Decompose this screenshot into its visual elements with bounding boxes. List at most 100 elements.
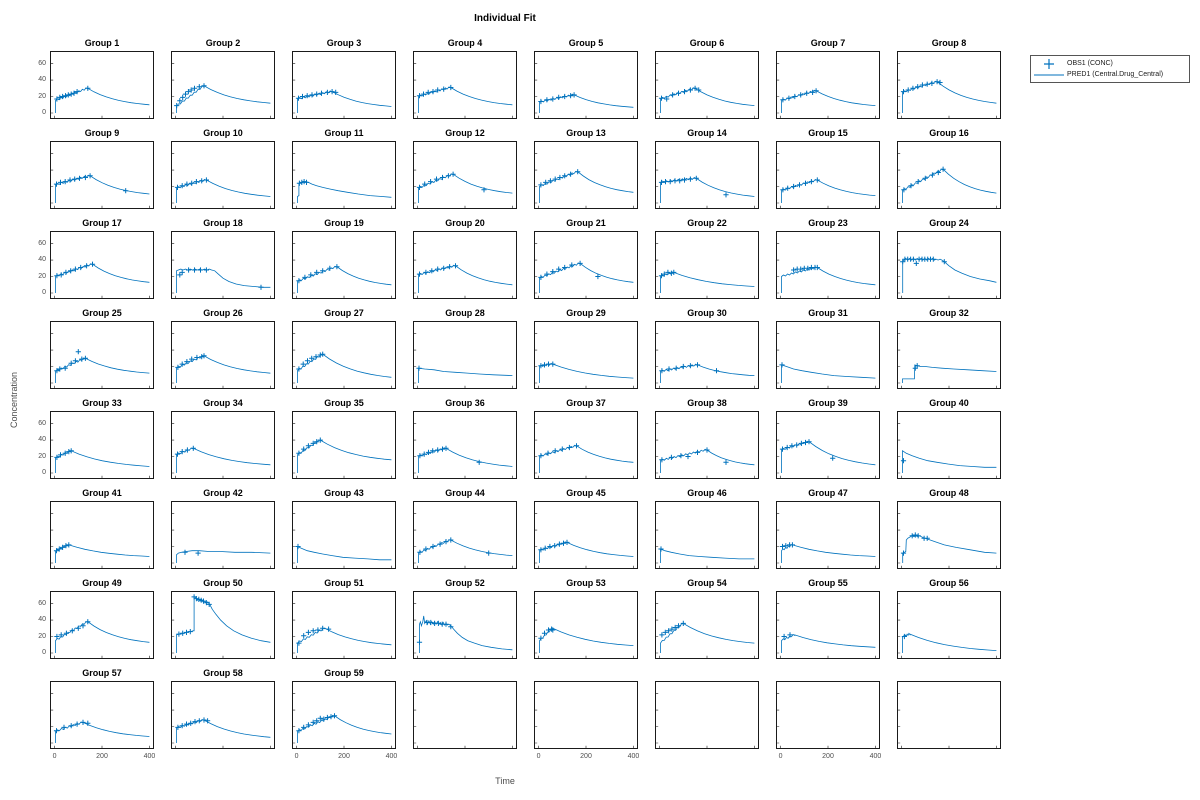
subplot-group-57: Group 57 xyxy=(50,668,154,749)
obs-markers xyxy=(296,179,310,186)
subplot-group-35: Group 35 xyxy=(292,398,396,479)
obs-markers xyxy=(779,542,795,550)
pred-line xyxy=(297,439,392,473)
pred-line xyxy=(660,448,755,473)
figure-title: Individual Fit xyxy=(474,13,536,24)
subplot-group-32: Group 32 xyxy=(897,308,1001,389)
subplot-title: Group 51 xyxy=(324,578,364,588)
pred-line xyxy=(539,627,634,653)
axis-tick-marks xyxy=(172,423,271,478)
obs-markers xyxy=(54,261,96,279)
pred-line xyxy=(781,266,876,293)
obs-markers xyxy=(900,79,943,95)
subplot-canvas xyxy=(898,153,997,208)
axis-tick-marks xyxy=(535,513,634,568)
subplot-title: Group 30 xyxy=(687,308,727,318)
obs-markers xyxy=(295,543,301,550)
obs-markers xyxy=(901,633,907,640)
subplot-title: Group 31 xyxy=(808,308,848,318)
subplot-title: Group 8 xyxy=(931,38,967,48)
subplot-group-44: Group 44 xyxy=(413,488,517,569)
axis-tick-marks xyxy=(51,693,150,748)
pred-line xyxy=(539,362,634,383)
subplot-title: Group 12 xyxy=(445,128,485,138)
subplot-group-1: Group 1 xyxy=(50,38,154,119)
subplot-empty xyxy=(413,681,517,749)
subplot-group-8: Group 8 xyxy=(897,38,1001,119)
subplot-canvas xyxy=(293,243,392,298)
subplot-group-47: Group 47 xyxy=(776,488,880,569)
axis-tick-marks xyxy=(51,513,150,568)
subplot-canvas xyxy=(898,243,997,298)
axis-tick-marks xyxy=(656,333,755,388)
subplot-group-53: Group 53 xyxy=(534,578,638,659)
subplot-canvas xyxy=(777,333,876,388)
pred-line xyxy=(55,174,150,203)
subplot-title: Group 21 xyxy=(566,218,606,228)
pred-line xyxy=(418,539,513,563)
subplot-title: Group 39 xyxy=(808,398,848,408)
obs-markers xyxy=(538,361,556,369)
subplot-canvas xyxy=(535,423,634,478)
obs-markers xyxy=(416,619,454,645)
subplot-group-3: Group 3 xyxy=(292,38,396,119)
subplot-canvas xyxy=(656,333,755,388)
subplot-canvas xyxy=(535,693,634,748)
subplot-title: Group 13 xyxy=(566,128,606,138)
obs-markers xyxy=(780,177,820,193)
axis-tick-marks xyxy=(293,153,392,208)
pred-line xyxy=(297,545,392,563)
pred-line xyxy=(781,543,876,563)
subplot-group-24: Group 24 xyxy=(897,218,1001,299)
axis-tick-marks xyxy=(293,423,392,478)
subplot-group-17: Group 17 xyxy=(50,218,154,299)
pred-line xyxy=(539,93,634,113)
obs-markers xyxy=(416,84,454,99)
pred-line xyxy=(539,170,634,203)
subplot-title: Group 38 xyxy=(687,398,727,408)
subplot-title: Group 52 xyxy=(445,578,485,588)
subplot-group-12: Group 12 xyxy=(413,128,517,209)
subplot-group-43: Group 43 xyxy=(292,488,396,569)
subplot-group-36: Group 36 xyxy=(413,398,517,479)
axis-tick-marks xyxy=(656,423,755,478)
subplot-canvas xyxy=(51,693,150,748)
axis-tick-marks xyxy=(656,603,755,658)
y-tick-label: 20 xyxy=(38,452,46,460)
pred-line xyxy=(176,355,271,383)
y-tick-label: 20 xyxy=(38,632,46,640)
subplot-canvas xyxy=(656,693,755,748)
subplot-title: Group 45 xyxy=(566,488,606,498)
obs-markers xyxy=(538,443,580,459)
axis-tick-marks xyxy=(535,153,634,208)
subplot-canvas xyxy=(414,423,513,478)
pred-line xyxy=(660,548,755,563)
subplot-empty xyxy=(534,681,638,749)
axis-tick-marks xyxy=(293,693,392,748)
y-tick-label: 40 xyxy=(38,436,46,444)
obs-markers xyxy=(296,437,323,456)
obs-markers xyxy=(417,537,492,556)
subplot-empty xyxy=(897,681,1001,749)
axis-tick-marks xyxy=(293,513,392,568)
axis-tick-marks xyxy=(293,603,392,658)
subplot-canvas xyxy=(172,513,271,568)
subplot-title: Group 23 xyxy=(808,218,848,228)
subplot-title: Group 24 xyxy=(929,218,969,228)
pred-line xyxy=(418,173,513,203)
pred-line xyxy=(660,363,755,383)
subplot-title: Group 35 xyxy=(324,398,364,408)
obs-markers xyxy=(900,256,947,266)
axis-tick-marks xyxy=(777,423,876,478)
x-tick-label: 0 xyxy=(536,753,541,760)
x-tick-label: 200 xyxy=(338,753,350,760)
legend: OBS1 (CONC) PRED1 (Central.Drug_Central) xyxy=(1030,55,1190,83)
obs-markers xyxy=(658,85,702,102)
axis-tick-marks xyxy=(414,423,513,478)
subplot-group-22: Group 22 xyxy=(655,218,759,299)
subplot-group-33: Group 33 xyxy=(50,398,154,479)
subplot-group-39: Group 39 xyxy=(776,398,880,479)
obs-markers xyxy=(174,445,196,457)
obs-markers xyxy=(54,349,88,374)
pred-line xyxy=(419,615,513,653)
